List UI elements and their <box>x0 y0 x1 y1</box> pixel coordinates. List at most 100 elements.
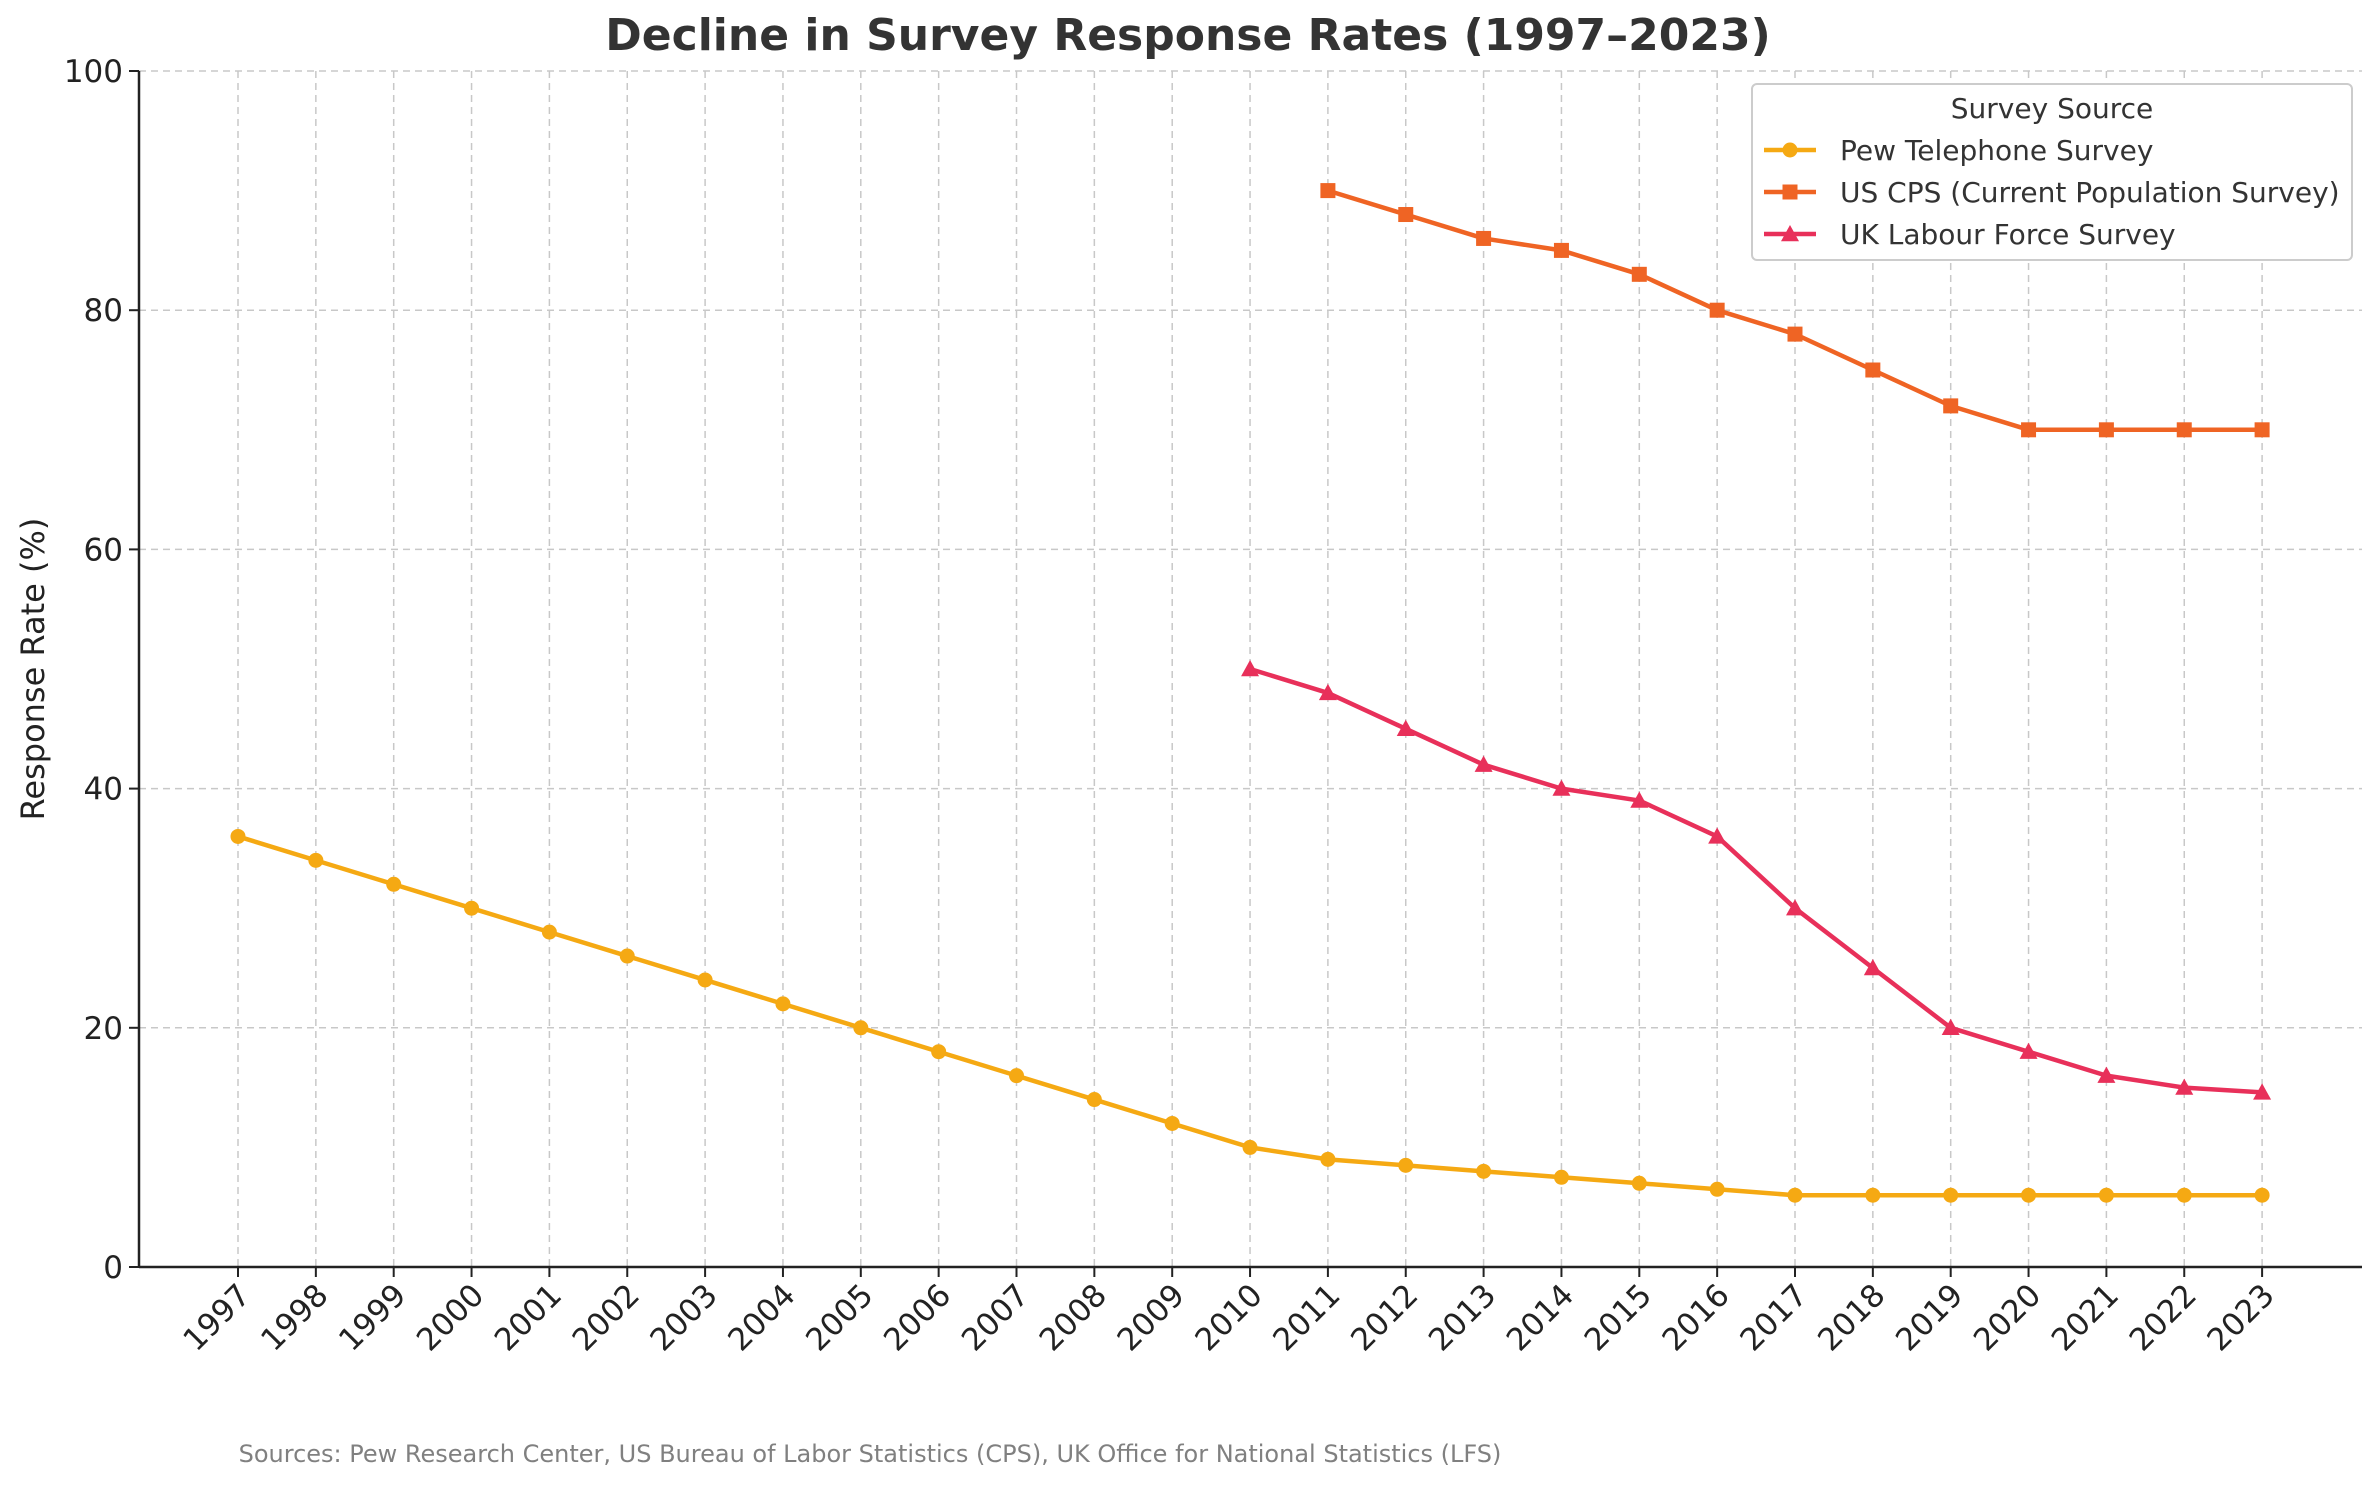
data-point <box>230 828 246 844</box>
legend-entry: UK Labour Force Survey <box>1764 218 2176 251</box>
series-2 <box>1320 183 2270 438</box>
x-tick-label: 2002 <box>566 1277 647 1358</box>
data-point <box>2098 422 2114 438</box>
data-point <box>1396 719 1415 736</box>
series-lines <box>230 183 2272 1203</box>
legend-marker <box>1782 184 1798 200</box>
x-tick-label: 2017 <box>1733 1277 1814 1358</box>
data-point <box>1474 755 1493 772</box>
y-tick-label: 80 <box>84 293 123 329</box>
data-point <box>1865 1187 1881 1203</box>
legend-marker <box>1782 142 1798 158</box>
data-point <box>2175 1078 2194 1095</box>
data-point <box>2021 1187 2037 1203</box>
y-tick-label: 100 <box>64 54 123 90</box>
data-point <box>1242 1139 1258 1155</box>
data-point <box>1709 1181 1725 1197</box>
data-point <box>1553 1169 1569 1185</box>
x-tick-label: 2013 <box>1422 1277 1503 1358</box>
x-tick-label: 2000 <box>410 1277 491 1358</box>
data-point <box>541 924 557 940</box>
data-point <box>1709 302 1725 318</box>
x-tick-label: 2021 <box>2045 1277 2126 1358</box>
legend-entries: Pew Telephone Survey US CPS (Current Popu… <box>1764 134 2340 251</box>
legend-entry: Pew Telephone Survey <box>1764 134 2153 167</box>
x-tick-label: 2020 <box>1967 1277 2048 1358</box>
chart-title: Decline in Survey Response Rates (1997–2… <box>605 10 1770 61</box>
data-point <box>1943 1187 1959 1203</box>
data-point <box>1552 779 1571 796</box>
y-tick-label: 20 <box>84 1011 123 1047</box>
data-point <box>1398 1157 1414 1173</box>
data-point <box>2254 1187 2270 1203</box>
y-tick-label: 0 <box>103 1250 123 1286</box>
data-point <box>1009 1068 1024 1084</box>
x-tick-label: 2011 <box>1266 1277 1347 1358</box>
data-point <box>1318 683 1337 701</box>
y-axis-label: Response Rate (%) <box>14 518 52 821</box>
legend-title: Survey Source <box>1951 92 2153 125</box>
data-point <box>386 876 402 892</box>
data-point <box>2253 1083 2272 1100</box>
legend-entry: US CPS (Current Population Survey) <box>1764 176 2340 209</box>
x-tick-label: 2003 <box>644 1277 725 1358</box>
data-point <box>697 972 713 988</box>
data-point <box>1086 1092 1102 1108</box>
series-1 <box>230 828 2270 1203</box>
data-point <box>1786 899 1804 916</box>
legend: Survey Source Pew Telephone Survey US CPS… <box>1751 83 2353 261</box>
x-tick-label: 2004 <box>721 1277 802 1358</box>
data-point <box>1553 242 1569 258</box>
legend-box <box>1751 83 2353 261</box>
x-tick-label: 1998 <box>254 1277 335 1358</box>
x-tick-label: 2012 <box>1344 1277 1425 1358</box>
data-point <box>931 1044 947 1060</box>
x-tick-label: 2005 <box>799 1277 880 1358</box>
y-tick-label: 60 <box>84 532 123 568</box>
data-point <box>1320 1151 1336 1167</box>
legend-label: Pew Telephone Survey <box>1840 134 2153 167</box>
data-point <box>1631 266 1647 282</box>
data-point <box>1630 791 1649 808</box>
data-point <box>775 996 791 1012</box>
x-axis-ticks: 1997199819992000200120022003200420052006… <box>176 1267 2282 1358</box>
x-tick-label: 2018 <box>1811 1277 1892 1358</box>
data-point <box>1865 362 1881 378</box>
x-tick-label: 2009 <box>1111 1277 1192 1358</box>
data-point <box>1241 660 1260 677</box>
x-tick-label: 2019 <box>1889 1277 1970 1358</box>
x-tick-label: 2008 <box>1033 1277 1114 1358</box>
x-tick-label: 2015 <box>1578 1277 1659 1358</box>
data-point <box>1320 183 1336 199</box>
x-tick-label: 2023 <box>2201 1277 2282 1358</box>
data-point <box>853 1020 869 1036</box>
data-point <box>2176 422 2192 438</box>
data-point <box>1476 230 1492 246</box>
legend-marker <box>1781 225 1799 242</box>
data-point <box>2098 1187 2114 1203</box>
x-tick-label: 1999 <box>332 1277 413 1358</box>
x-tick-label: 2001 <box>488 1277 569 1358</box>
data-point <box>1476 1163 1492 1179</box>
data-point <box>2021 422 2037 438</box>
data-point <box>1631 1175 1647 1191</box>
data-point <box>619 948 635 964</box>
x-tick-label: 2006 <box>877 1277 958 1358</box>
data-point <box>2097 1066 2116 1083</box>
data-point <box>1708 827 1727 844</box>
series-3 <box>1241 660 2272 1100</box>
x-tick-label: 2016 <box>1656 1277 1737 1358</box>
series-line <box>1249 666 2263 1095</box>
data-point <box>1164 1115 1180 1131</box>
y-tick-label: 40 <box>84 772 123 808</box>
x-tick-label: 2014 <box>1500 1277 1581 1358</box>
data-point <box>1787 326 1803 342</box>
x-tick-label: 2022 <box>2123 1277 2204 1358</box>
data-point <box>1863 959 1882 976</box>
x-tick-label: 1997 <box>176 1277 257 1358</box>
data-point <box>464 900 480 916</box>
data-point <box>1941 1018 1960 1035</box>
data-point <box>1787 1187 1803 1203</box>
source-note: Sources: Pew Research Center, US Bureau … <box>239 1440 1502 1468</box>
